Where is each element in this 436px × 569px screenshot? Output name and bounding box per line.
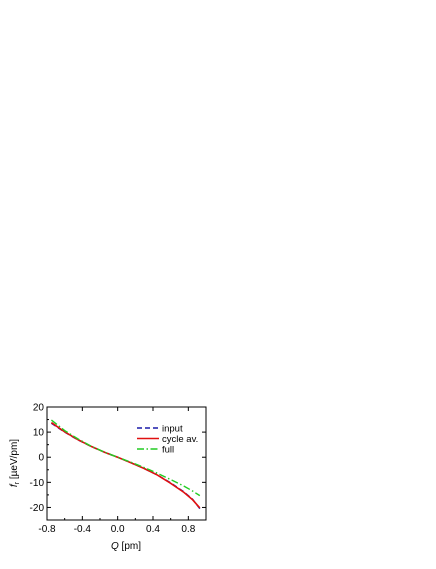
- x-axis-unit: [pm]: [119, 541, 141, 552]
- y-axis-symbol: f: [9, 483, 20, 487]
- y-axis-ticks: -20 -10 0 10 20: [30, 403, 206, 521]
- y-axis-unit: [µeV/pm]: [9, 439, 20, 482]
- plot-frame: [46, 406, 207, 521]
- x-tick-label: 0.0: [111, 524, 125, 535]
- y-tick-label: -10: [30, 478, 45, 489]
- x-tick-label: -0.8: [38, 524, 56, 535]
- y-axis-subscript: r: [14, 481, 21, 484]
- y-tick-label: 10: [33, 428, 45, 439]
- x-tick-label: -0.4: [74, 524, 92, 535]
- y-axis-title: fr [µeV/pm]: [9, 439, 21, 487]
- legend-label: cycle av.: [162, 434, 198, 445]
- series-line-full: [50, 419, 201, 497]
- y-tick-label: -20: [30, 503, 45, 514]
- x-axis-symbol: Q: [111, 541, 119, 552]
- x-axis-ticks: -0.8 -0.4 0.0 0.4 0.8: [38, 407, 207, 535]
- x-tick-label: 0.8: [181, 524, 195, 535]
- y-tick-label: 20: [33, 403, 45, 414]
- legend-label: full: [162, 445, 174, 456]
- legend-label: input: [162, 424, 183, 435]
- series-layer: [50, 419, 201, 510]
- x-axis-title: Q [pm]: [111, 541, 141, 552]
- y-tick-label: 0: [38, 453, 44, 464]
- x-tick-label: 0.4: [146, 524, 160, 535]
